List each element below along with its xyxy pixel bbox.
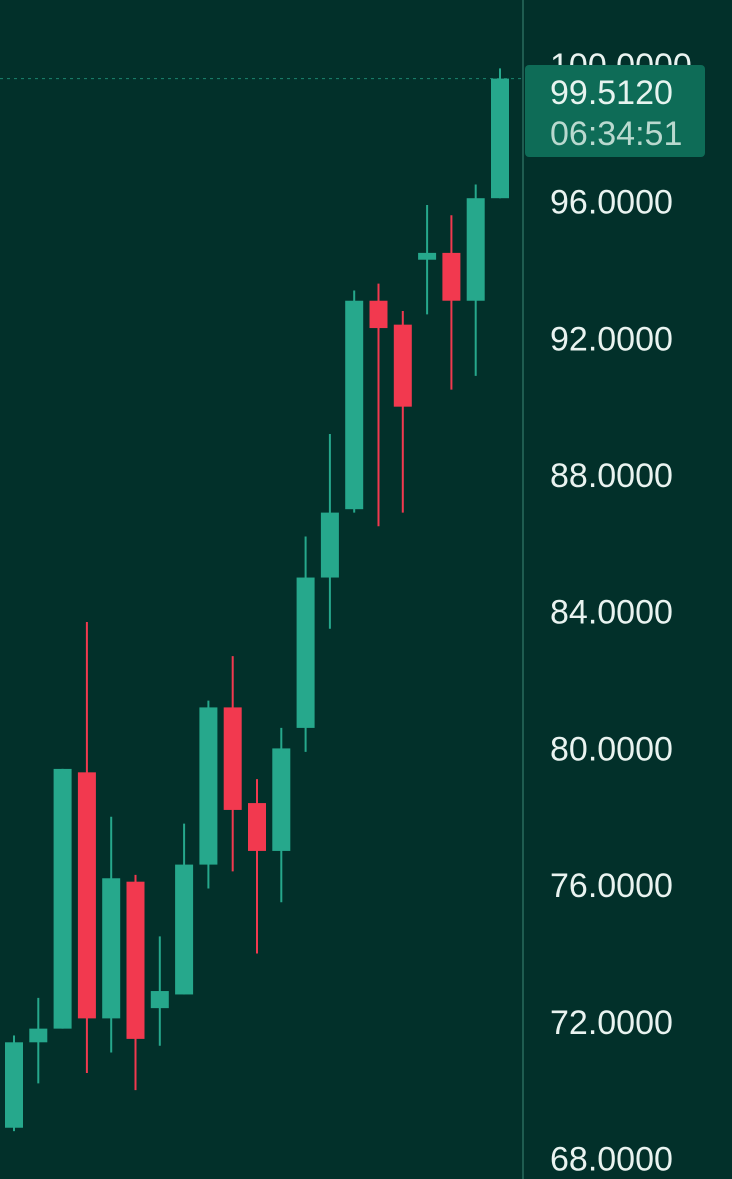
price-axis-tick: 68.0000: [550, 1140, 673, 1178]
candle-body: [53, 768, 72, 1029]
candle-down[interactable]: [369, 283, 388, 527]
candle-body: [418, 252, 437, 260]
candle-down[interactable]: [77, 621, 96, 1074]
price-axis-tick: 76.0000: [550, 867, 673, 905]
candle-body: [320, 512, 339, 578]
candle-body: [369, 300, 388, 329]
candle-up[interactable]: [320, 434, 339, 629]
candle-body: [199, 707, 218, 865]
candle-down[interactable]: [442, 215, 461, 390]
candle-body: [126, 881, 145, 1039]
price-axis-tick: 72.0000: [550, 1004, 673, 1042]
candle-body: [466, 198, 485, 301]
candle-body: [223, 707, 242, 810]
candle-body: [296, 577, 315, 728]
candle-up[interactable]: [345, 290, 364, 513]
candle-body: [248, 803, 266, 851]
current-price-label: 99.5120: [550, 74, 673, 112]
countdown-timer: 06:34:51: [550, 115, 682, 153]
price-axis-tick: 88.0000: [550, 457, 673, 495]
candle-body: [491, 78, 509, 199]
candle-up[interactable]: [29, 997, 48, 1084]
candle-body: [175, 864, 194, 995]
candle-down[interactable]: [126, 874, 145, 1091]
candle-up[interactable]: [150, 936, 169, 1046]
current-price-tag: 99.5120 06:34:51: [525, 65, 705, 157]
candle-down[interactable]: [393, 310, 412, 513]
candle-body: [345, 300, 364, 510]
candle-body: [442, 252, 461, 301]
candle-down[interactable]: [223, 656, 242, 872]
candle-up[interactable]: [5, 1035, 23, 1132]
candle-up[interactable]: [418, 205, 437, 315]
candle-body: [5, 1042, 23, 1128]
candle-up[interactable]: [272, 727, 291, 903]
candle-body: [102, 878, 121, 1019]
candle-up[interactable]: [199, 700, 218, 889]
price-axis-tick: 92.0000: [550, 320, 673, 358]
price-tag-background: [525, 65, 705, 157]
candles-group: [5, 68, 509, 1132]
candle-up[interactable]: [53, 768, 72, 1029]
price-axis[interactable]: 100.000096.000092.000088.000084.000080.0…: [550, 47, 692, 1179]
price-axis-tick: 84.0000: [550, 594, 673, 632]
candle-body: [272, 748, 291, 851]
candle-down[interactable]: [248, 779, 266, 954]
candle-up[interactable]: [102, 816, 121, 1053]
price-axis-tick: 96.0000: [550, 184, 673, 222]
candle-body: [29, 1028, 48, 1043]
plot-area[interactable]: [0, 68, 560, 1132]
candle-up[interactable]: [175, 823, 194, 995]
candle-up[interactable]: [466, 184, 485, 376]
candle-body: [393, 324, 412, 407]
candle-up[interactable]: [296, 536, 315, 752]
candle-body: [77, 772, 96, 1019]
price-axis-tick: 80.0000: [550, 730, 673, 768]
candle-up[interactable]: [491, 68, 509, 199]
candle-body: [150, 991, 169, 1009]
